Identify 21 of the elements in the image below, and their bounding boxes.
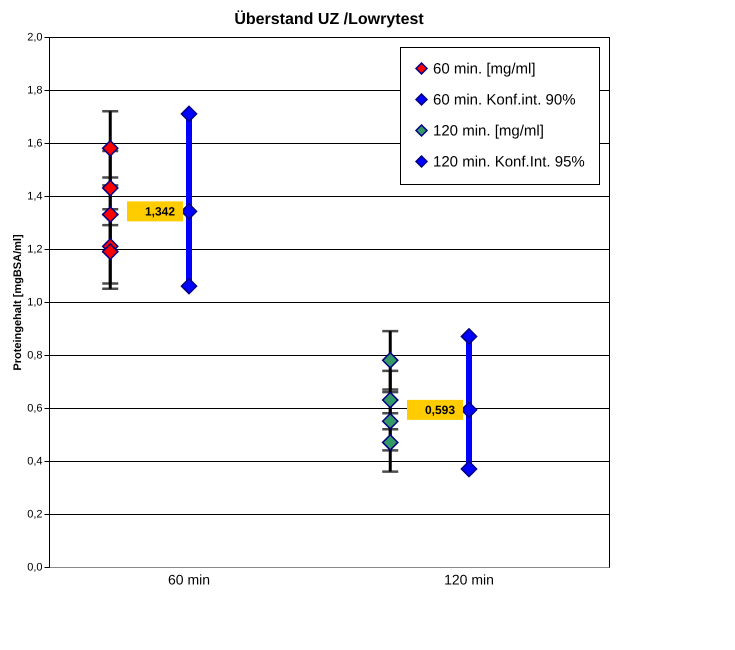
legend-label: 60 min. [mg/ml] <box>433 60 536 78</box>
y-tick-label: 1,6 <box>27 138 42 150</box>
data-label: 0,593 <box>424 402 456 417</box>
y-tick-label: 0,4 <box>27 456 42 468</box>
y-axis-title: Proteingehalt [mgBSA/ml] <box>12 234 24 371</box>
y-tick-label: 0,2 <box>27 508 42 520</box>
legend-label: 60 min. Konf.int. 90% <box>433 92 576 108</box>
y-tick-label: 2,0 <box>27 32 42 44</box>
y-tick-label: 0,6 <box>27 402 42 414</box>
legend-label: 120 min. Konf.Int. 95% <box>433 154 585 170</box>
x-tick-label: 60 min <box>168 572 210 588</box>
x-tick-label: 120 min <box>444 572 494 588</box>
y-tick-label: 1,8 <box>27 84 42 96</box>
y-tick-label: 1,4 <box>27 190 42 202</box>
y-tick-label: 1,0 <box>27 296 42 308</box>
y-tick-label: 0,0 <box>27 562 42 574</box>
y-tick-label: 1,2 <box>27 244 42 256</box>
y-tick-label: 0,8 <box>27 350 42 362</box>
legend-label: 120 min. [mg/ml] <box>433 122 544 140</box>
chart-title: Überstand UZ /Lowrytest <box>234 10 424 28</box>
data-label: 1,342 <box>144 204 176 218</box>
